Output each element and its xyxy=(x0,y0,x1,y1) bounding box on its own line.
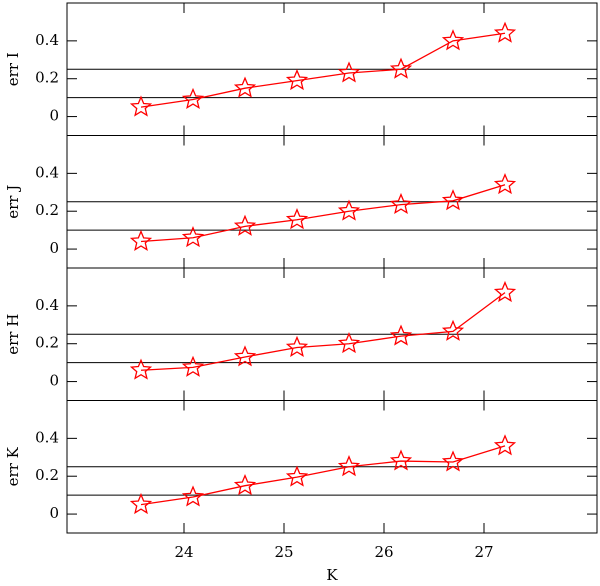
y-tick-label: 0.2 xyxy=(35,334,59,352)
star-marker xyxy=(389,449,413,471)
star-marker xyxy=(493,21,517,43)
star-marker xyxy=(285,465,309,487)
y-axis-label: err K xyxy=(4,446,22,486)
star-marker xyxy=(129,358,153,380)
star-marker xyxy=(337,61,361,83)
y-tick-label: 0.4 xyxy=(35,428,59,446)
x-tick-label: 25 xyxy=(274,543,293,561)
y-tick-label: 0.4 xyxy=(35,31,59,49)
star-marker xyxy=(441,189,465,211)
data-line xyxy=(140,445,506,506)
star-marker xyxy=(441,319,465,341)
y-tick-label: 0 xyxy=(49,239,59,257)
star-marker xyxy=(129,229,153,251)
star-marker xyxy=(493,173,517,195)
y-tick-label: 0.2 xyxy=(35,466,59,484)
star-marker xyxy=(285,335,309,357)
star-marker xyxy=(441,29,465,51)
star-marker xyxy=(181,485,205,507)
star-marker xyxy=(233,473,257,496)
star-marker xyxy=(181,87,205,109)
data-line xyxy=(140,292,506,371)
x-axis-label: K xyxy=(326,566,338,584)
star-marker xyxy=(233,76,257,98)
star-marker xyxy=(129,95,153,117)
y-axis-label: err H xyxy=(4,314,22,355)
star-marker xyxy=(233,345,257,367)
x-tick-label: 27 xyxy=(474,543,493,561)
y-tick-label: 0 xyxy=(49,504,59,522)
star-marker xyxy=(337,199,361,221)
star-marker xyxy=(285,68,309,91)
star-marker xyxy=(129,492,153,515)
y-tick-label: 0.2 xyxy=(35,69,59,87)
star-marker xyxy=(389,57,413,79)
star-marker xyxy=(441,450,465,472)
star-marker xyxy=(233,214,257,236)
y-tick-label: 0 xyxy=(49,372,59,390)
y-tick-label: 0.2 xyxy=(35,201,59,219)
y-axis-label: err I xyxy=(4,52,22,86)
x-tick-label: 24 xyxy=(174,543,193,561)
star-marker xyxy=(389,192,413,215)
star-marker xyxy=(285,208,309,230)
y-axis-label: err J xyxy=(4,185,22,219)
star-marker xyxy=(337,332,361,354)
x-tick-label: 26 xyxy=(374,543,393,561)
star-marker xyxy=(337,455,361,477)
y-tick-label: 0.4 xyxy=(35,296,59,314)
star-marker xyxy=(493,434,517,456)
star-marker xyxy=(493,280,517,303)
y-tick-label: 0.4 xyxy=(35,163,59,181)
star-marker xyxy=(181,355,205,377)
star-marker xyxy=(181,226,205,248)
y-tick-label: 0 xyxy=(49,107,59,125)
star-marker xyxy=(389,324,413,346)
